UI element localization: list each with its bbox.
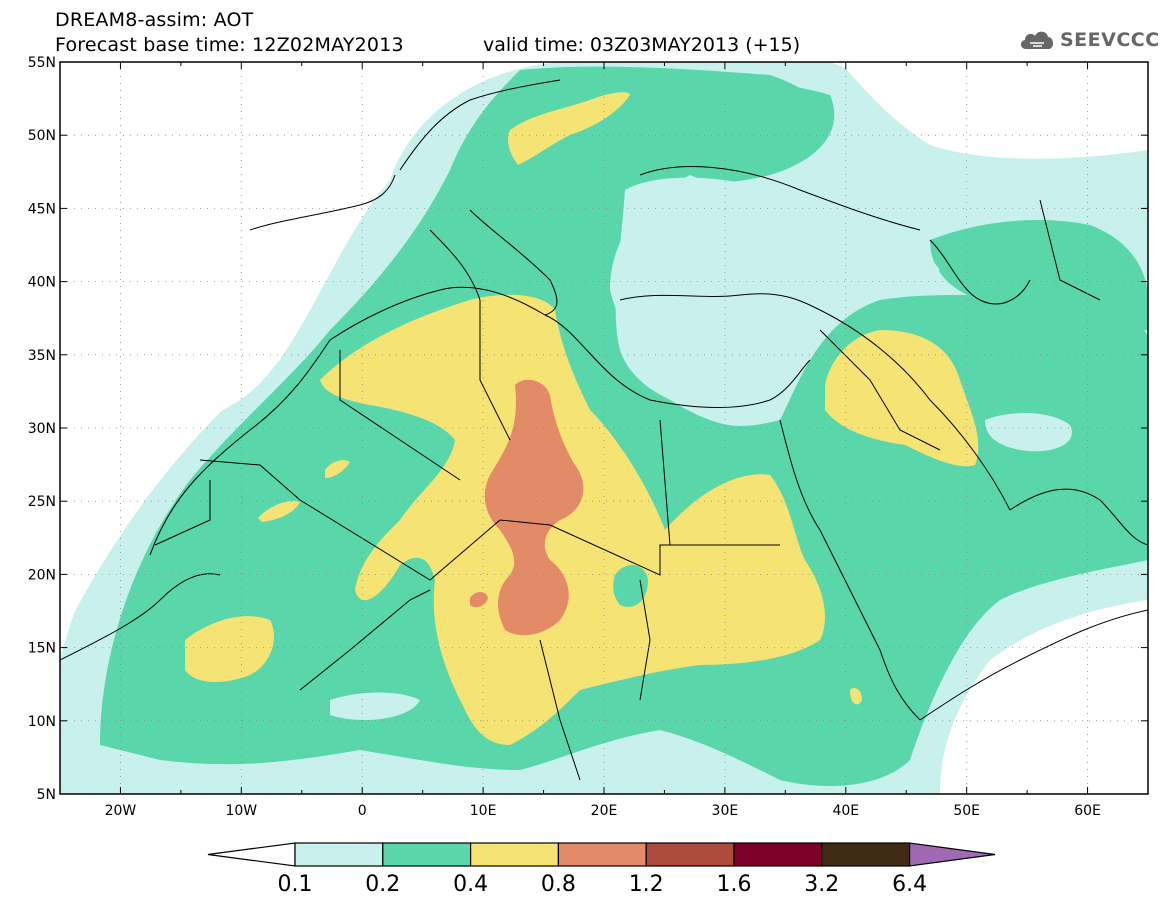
aot-region-0.2-caspian	[930, 220, 1148, 330]
forecast-base-time: Forecast base time: 12Z02MAY2013	[55, 34, 404, 56]
colorbar-segment	[557, 842, 647, 867]
lat-label: 50N	[28, 128, 56, 144]
aot-region-0.4-ethiopia	[850, 688, 862, 705]
lat-label: 55N	[28, 55, 56, 71]
aot-region-0.4-morocco	[325, 460, 350, 478]
lon-label: 60E	[1074, 803, 1101, 819]
lon-label: 20W	[105, 803, 137, 819]
lat-label: 35N	[28, 348, 56, 364]
aot-region-0.4-iraq	[825, 330, 979, 467]
colorbar-level-label: 0.4	[453, 872, 488, 897]
lon-label: 0	[358, 803, 367, 819]
colorbar-segment	[821, 842, 911, 867]
white-gap-atlantic	[60, 62, 440, 640]
aot-region-0.2	[100, 66, 1148, 786]
lat-label: 40N	[28, 275, 56, 291]
lat-label: 45N	[28, 201, 56, 217]
colorbar: 0.1 0.2 0.4 0.8 1.2 1.6 3.2 6.4	[207, 842, 996, 897]
colorbar-segment	[470, 842, 560, 867]
colorbar-segment	[382, 842, 472, 867]
colorbar-upper-arrow	[908, 842, 996, 867]
latitude-axis: 55N 50N 45N 40N 35N 30N 25N 20N 15N 10N 5N	[28, 55, 1148, 803]
lat-label: 20N	[28, 567, 56, 583]
aot-region-0.8-small	[470, 592, 488, 608]
colorbar-level-label: 0.1	[278, 872, 313, 897]
aot-region-0.8	[484, 379, 584, 636]
colorbar-segment	[294, 842, 384, 867]
aot-hole-chad	[613, 564, 648, 608]
lat-label: 15N	[28, 641, 56, 657]
seevccc-logo: SEEVCCC	[1018, 26, 1160, 54]
longitude-axis: 20W 10W 0 10E 20E 30E 40E 50E 60E	[59, 62, 1149, 819]
lat-label: 10N	[28, 714, 56, 730]
graticule	[60, 62, 1148, 794]
cloud-icon	[1020, 31, 1054, 49]
white-gap-east-africa	[940, 600, 1148, 794]
map-title: DREAM8-assim: AOT	[55, 9, 254, 31]
aot-region-0.4	[320, 294, 825, 745]
valid-time: valid time: 03Z03MAY2013 (+15)	[483, 34, 801, 56]
white-gap-russia	[840, 62, 1148, 159]
colorbar-level-label: 1.2	[629, 872, 664, 897]
colorbar-level-label: 0.2	[365, 872, 400, 897]
lat-label: 30N	[28, 421, 56, 437]
coastlines	[60, 79, 1148, 781]
colorbar-level-label: 3.2	[804, 872, 839, 897]
lon-label: 30E	[712, 803, 739, 819]
logo-text: SEEVCCC	[1060, 29, 1160, 51]
lon-label: 10E	[470, 803, 497, 819]
colorbar-segment	[645, 842, 735, 867]
lon-label: 40E	[832, 803, 859, 819]
colorbar-level-label: 0.8	[541, 872, 576, 897]
colorbar-lower-arrow	[207, 842, 296, 867]
colorbar-segment	[733, 842, 823, 867]
aot-hole-mali	[330, 692, 420, 720]
aot-region-0.4-guinea	[185, 616, 274, 682]
aot-region-0.4-mauritania	[258, 500, 300, 522]
lon-label: 20E	[591, 803, 618, 819]
colorbar-level-label: 1.6	[717, 872, 752, 897]
aot-field	[60, 62, 1148, 794]
aot-region-0.4-germany	[507, 92, 630, 165]
aot-region-0.2-east-europe	[640, 78, 835, 181]
aot-hole-turkey	[615, 177, 940, 410]
aot-hole-arabia	[985, 413, 1072, 452]
colorbar-level-label: 6.4	[892, 872, 927, 897]
lon-label: 10W	[225, 803, 257, 819]
lat-label: 5N	[37, 787, 56, 803]
lon-label: 50E	[953, 803, 980, 819]
lat-label: 25N	[28, 494, 56, 510]
